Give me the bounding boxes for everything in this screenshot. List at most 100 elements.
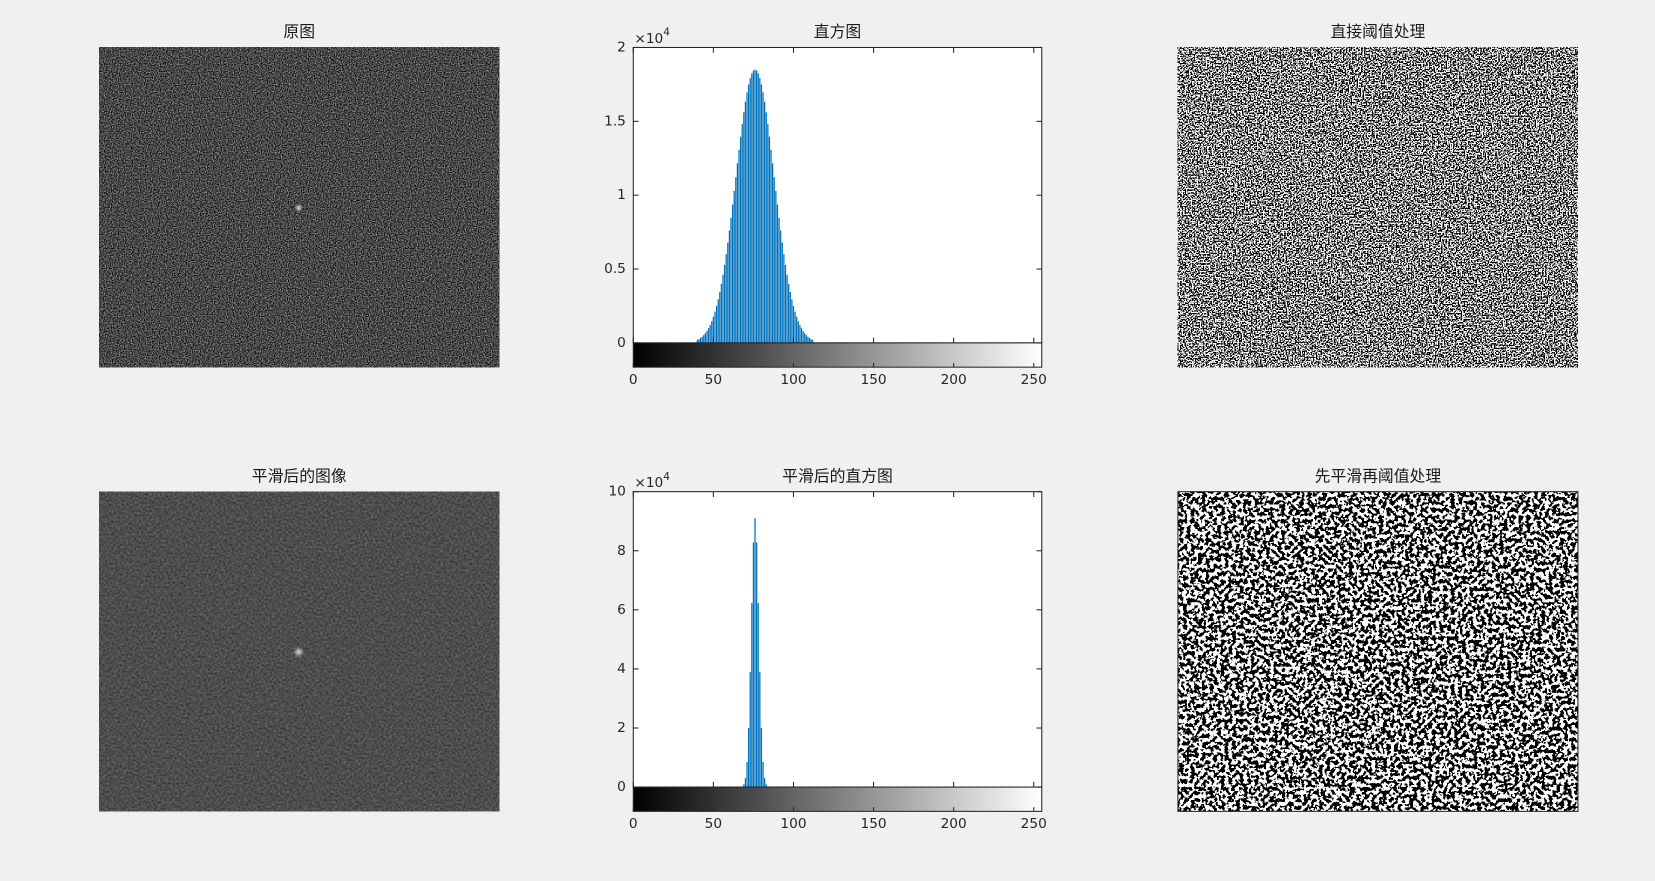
bar: [696, 339, 698, 343]
bar: [752, 542, 755, 788]
bar: [762, 761, 764, 788]
bar: [780, 230, 782, 343]
y-tick-label: 10: [608, 484, 625, 500]
bar: [788, 283, 790, 343]
bar: [764, 778, 766, 788]
bar: [736, 163, 739, 343]
bar: [760, 728, 763, 788]
bar: [786, 274, 788, 343]
bar: [770, 149, 772, 343]
panel-title: 平滑后的直方图: [782, 466, 893, 485]
bar: [723, 264, 726, 343]
x-tick-label: 100: [780, 816, 806, 832]
bar: [778, 217, 780, 343]
bar: [741, 124, 743, 343]
y-tick-label: 2: [617, 720, 626, 736]
bar: [699, 337, 702, 343]
bar: [794, 311, 796, 343]
panel-title: 先平滑再阈值处理: [1315, 466, 1442, 485]
bar: [731, 204, 734, 343]
y-tick-label: 0.5: [604, 261, 626, 277]
panel-title: 直方图: [814, 22, 861, 41]
panel-title: 直接阈值处理: [1330, 22, 1425, 41]
bar: [805, 335, 807, 343]
plot-area: [633, 47, 1042, 343]
bar: [739, 136, 742, 343]
bar: [757, 603, 759, 788]
axis-exponent: ×104: [634, 471, 670, 491]
bar: [768, 136, 771, 343]
colorbar: [632, 786, 1043, 812]
bar: [791, 299, 793, 343]
bar: [727, 242, 729, 343]
bar: [808, 337, 811, 343]
bar: [715, 305, 718, 343]
bar: [735, 177, 737, 343]
y-tick-label: 2: [617, 39, 626, 55]
bar: [756, 70, 758, 343]
bar: [765, 112, 767, 343]
x-tick-label: 200: [941, 816, 967, 832]
bar: [754, 69, 756, 343]
bar: [746, 761, 748, 788]
bar: [799, 324, 801, 343]
bar: [738, 149, 740, 343]
x-tick-label: 0: [629, 372, 638, 388]
bar: [802, 330, 804, 343]
bar: [707, 328, 710, 343]
bar: [743, 112, 745, 343]
bar: [757, 73, 759, 343]
bar: [706, 330, 708, 343]
bar: [807, 336, 809, 343]
image-border: [1177, 491, 1579, 812]
x-tick-label: 250: [1021, 816, 1047, 832]
bar: [747, 728, 750, 788]
bar: [704, 333, 707, 343]
bar: [701, 336, 703, 343]
bar: [728, 230, 731, 343]
bar: [744, 778, 747, 788]
bar: [719, 291, 721, 343]
panel-title: 原图: [283, 22, 315, 41]
x-tick-label: 50: [705, 816, 722, 832]
bar: [759, 672, 761, 788]
bar: [698, 339, 700, 343]
y-tick-label: 4: [617, 661, 626, 677]
bar: [800, 328, 803, 343]
y-tick-label: 8: [617, 543, 626, 559]
x-tick-label: 150: [860, 816, 886, 832]
bar: [749, 78, 751, 343]
x-tick-label: 200: [941, 372, 967, 388]
bar: [767, 124, 769, 343]
bar: [789, 291, 791, 343]
bar: [754, 518, 756, 788]
x-tick-label: 0: [629, 816, 638, 832]
bar: [783, 254, 785, 343]
exponent-base: ×10: [634, 31, 663, 47]
exponent-power: 4: [663, 471, 670, 483]
bar: [756, 542, 758, 788]
bright-spot: [293, 646, 304, 658]
bar: [743, 784, 745, 788]
bar: [784, 264, 787, 343]
bar: [751, 603, 753, 788]
bar: [775, 190, 777, 343]
bright-spot: [294, 203, 303, 213]
bar: [792, 305, 795, 343]
bar: [804, 333, 806, 343]
bar: [733, 190, 735, 343]
bar: [712, 316, 715, 343]
exponent-power: 4: [663, 27, 670, 39]
bar: [765, 784, 767, 788]
bar: [720, 283, 723, 343]
bar: [747, 84, 750, 343]
image: [1177, 491, 1578, 812]
bar: [764, 101, 766, 343]
bar: [760, 84, 763, 343]
bar: [744, 101, 747, 343]
image: [1177, 47, 1578, 368]
y-tick-label: 1: [617, 187, 626, 203]
bar: [812, 339, 814, 343]
bar: [773, 177, 775, 343]
